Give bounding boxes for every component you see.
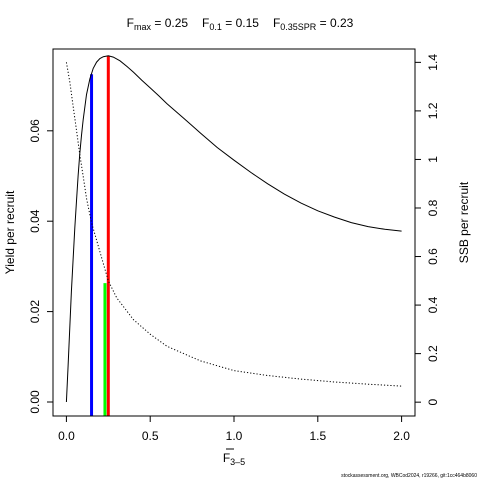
y-right-axis: 0 0.2 0.4 0.6 0.8 1 1.2 1.4 (414, 54, 440, 406)
title-subscript: 0.35SPR (280, 22, 317, 32)
x-tick-label: 0.5 (142, 429, 159, 443)
ssb-per-recruit-curve (65, 62, 402, 387)
y-left-axis: 0.00 0.02 0.04 0.06 (28, 119, 54, 414)
x-tick-label: 1.5 (309, 429, 326, 443)
title-symbol: F (127, 16, 134, 30)
x-tick-label: 1.0 (226, 429, 243, 443)
title-subscript: max (134, 22, 152, 32)
title-symbol: F (273, 16, 280, 30)
series-group (65, 55, 402, 403)
chart-title: Fmax = 0.25 F0.1 = 0.15 F0.35SPR = 0.23 (127, 16, 354, 32)
title-value: = 0.23 (316, 16, 353, 30)
title-subscript: 0.1 (209, 22, 222, 32)
y-right-tick-label: 0.6 (426, 248, 440, 265)
y-right-tick-label: 0.4 (426, 296, 440, 313)
y-right-tick-label: 1.4 (426, 54, 440, 71)
y-left-tick-label: 0.00 (28, 390, 42, 414)
y-right-tick-label: 1.2 (426, 102, 440, 119)
y-right-tick-label: 0.8 (426, 199, 440, 216)
title-symbol: F (202, 16, 209, 30)
y-left-axis-label: Yield per recruit (3, 190, 17, 274)
x-axis-symbol: F (223, 451, 230, 465)
title-value: = 0.25 (151, 16, 188, 30)
y-left-tick-label: 0.06 (28, 119, 42, 143)
yield-per-recruit-curve (65, 55, 402, 403)
y-right-tick-label: 0.2 (426, 345, 440, 362)
y-left-tick-label: 0.04 (28, 209, 42, 233)
footer-text: stockassessment.org, WBCod2024, r19266, … (341, 473, 477, 479)
x-axis: 0.0 0.5 1.0 1.5 2.0 (58, 415, 410, 443)
x-tick-label: 2.0 (393, 429, 410, 443)
y-right-tick-label: 0 (426, 399, 440, 406)
reference-lines (90, 55, 110, 416)
x-axis-subscript: 3–5 (230, 457, 245, 467)
axis-labels: F3–5 Yield per recruit SSB per recruit stoc… (3, 181, 477, 479)
y-right-axis-label: SSB per recruit (457, 181, 471, 263)
x-tick-label: 0.0 (58, 429, 75, 443)
chart-title-text: Fmax = 0.25 F0.1 = 0.15 F0.35SPR = 0.23 (127, 16, 354, 32)
x-axis-label: F3–5 (223, 451, 245, 467)
title-value: = 0.15 (222, 16, 259, 30)
y-right-tick-label: 1 (426, 156, 440, 163)
y-left-tick-label: 0.02 (28, 300, 42, 324)
